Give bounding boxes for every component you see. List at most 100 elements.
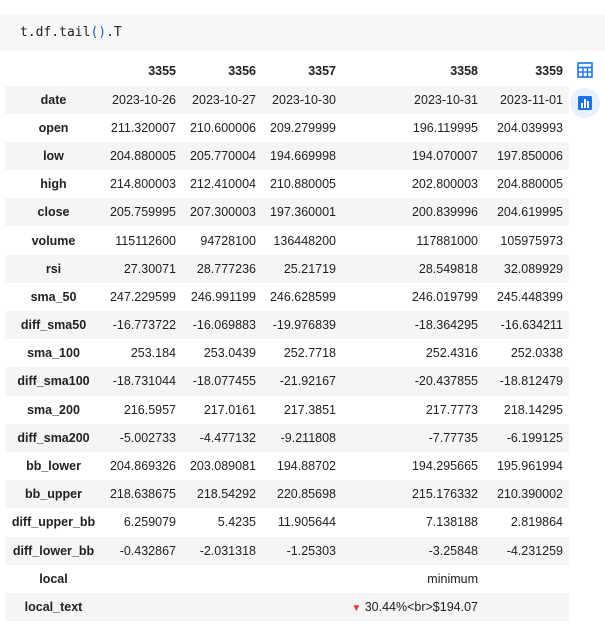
column-header: 3356 bbox=[228, 64, 256, 79]
dataframe-table: 3355 3356 3357 3358 3359 date 2023-10-26 2023-… bbox=[5, 57, 569, 622]
table-cell: 196.119995 bbox=[412, 120, 478, 135]
table-cell: -4.231259 bbox=[506, 543, 563, 558]
table-cell: -9.211808 bbox=[280, 430, 336, 445]
table-cell: -20.437855 bbox=[414, 374, 478, 389]
table-row: open 211.320007 210.600006 209.279999 196.11… bbox=[5, 114, 569, 142]
row-label: close bbox=[37, 205, 70, 220]
table-cell bbox=[102, 593, 182, 621]
row-label: diff_sma200 bbox=[17, 430, 90, 445]
table-cell: 117881000 bbox=[416, 233, 478, 248]
table-cell: 6.259079 bbox=[123, 515, 176, 530]
table-row: diff_upper_bb 6.259079 5.4235 11.905644 7.13… bbox=[5, 508, 569, 536]
table-cell: 25.21719 bbox=[283, 261, 336, 276]
table-cell: 194.88702 bbox=[276, 459, 336, 474]
table-row: diff_sma200 -5.002733 -4.477132 -9.211808 -7… bbox=[5, 423, 569, 452]
row-label: sma_100 bbox=[27, 346, 80, 361]
convert-to-interactive-table-button[interactable] bbox=[570, 55, 600, 85]
table-cell: 2023-11-01 bbox=[499, 92, 563, 107]
table-row: local minimum bbox=[5, 565, 569, 593]
table-cell: ▼ 30.44%<br>$194.07 bbox=[342, 593, 484, 621]
table-cell: -3.25848 bbox=[428, 543, 478, 558]
row-label: local_text bbox=[24, 599, 83, 614]
table-cell: -6.199125 bbox=[506, 430, 563, 445]
table-row: low 204.880005 205.770004 194.669998 194.070… bbox=[5, 141, 569, 171]
table-cell: 252.4316 bbox=[425, 346, 478, 361]
table-cell: 205.759995 bbox=[109, 205, 176, 220]
table-cell: 197.850006 bbox=[496, 148, 563, 163]
row-label: open bbox=[38, 120, 69, 135]
table-cell bbox=[102, 565, 182, 593]
table-cell: -5.002733 bbox=[119, 430, 176, 445]
table-cell: 207.300003 bbox=[189, 205, 256, 220]
table-cell: 212.410004 bbox=[189, 177, 256, 192]
table-cell: 245.448399 bbox=[496, 289, 563, 304]
table-row: date 2023-10-26 2023-10-27 2023-10-30 2023-1… bbox=[5, 85, 569, 114]
column-header: 3359 bbox=[535, 64, 563, 79]
bar-chart-icon bbox=[578, 96, 592, 110]
table-cell: -18.364295 bbox=[414, 318, 478, 333]
table-cell: 197.360001 bbox=[269, 205, 336, 220]
table-cell: 28.777236 bbox=[196, 261, 256, 276]
row-label: volume bbox=[31, 233, 76, 248]
table-row: sma_100 253.184 253.0439 252.7718 252.4316 25… bbox=[5, 339, 569, 367]
table-cell: 214.800003 bbox=[109, 177, 176, 192]
row-label: high bbox=[40, 177, 67, 192]
row-label: local bbox=[39, 571, 68, 586]
table-row: bb_upper 218.638675 218.54292 220.85698 215.… bbox=[5, 480, 569, 509]
table-cell bbox=[262, 593, 342, 621]
table-cell: 218.638675 bbox=[109, 487, 176, 502]
table-cell: 194.295665 bbox=[411, 459, 478, 474]
table-cell: 217.3851 bbox=[283, 402, 336, 417]
table-cell: 27.30071 bbox=[123, 261, 176, 276]
cell-text: 30.44%<br>$194.07 bbox=[364, 599, 478, 614]
table-header-row: 3355 3356 3357 3358 3359 bbox=[5, 57, 569, 86]
table-cell: 195.961994 bbox=[496, 459, 563, 474]
table-cell: 211.320007 bbox=[110, 120, 176, 135]
row-label: date bbox=[40, 92, 67, 107]
table-cell bbox=[484, 565, 569, 593]
table-cell: 217.7773 bbox=[425, 402, 478, 417]
column-header: 3357 bbox=[308, 64, 336, 79]
table-cell: 253.184 bbox=[130, 346, 176, 361]
row-label: low bbox=[43, 148, 64, 163]
table-cell: -18.731044 bbox=[112, 374, 176, 389]
table-row: diff_sma50 -16.773722 -16.069883 -19.976839… bbox=[5, 311, 569, 340]
row-label: sma_50 bbox=[30, 289, 77, 304]
column-header: 3358 bbox=[450, 64, 478, 79]
table-cell: 247.229599 bbox=[109, 289, 176, 304]
table-cell: 204.039993 bbox=[496, 120, 563, 135]
table-cell: 252.0338 bbox=[510, 346, 563, 361]
table-cell: 205.770004 bbox=[189, 148, 256, 163]
table-row: high 214.800003 212.410004 210.880005 202.80… bbox=[5, 170, 569, 198]
table-cell: 210.390002 bbox=[496, 487, 563, 502]
table-row: diff_lower_bb -0.432867 -2.031318 -1.25303 -… bbox=[5, 536, 569, 565]
table-cell: 32.089929 bbox=[503, 261, 563, 276]
table-cell: -16.069883 bbox=[192, 318, 256, 333]
table-cell: -19.976839 bbox=[272, 318, 336, 333]
code-cell[interactable]: t.df.tail().T bbox=[0, 15, 605, 51]
table-cell: -0.432867 bbox=[119, 543, 176, 558]
table-cell: 2023-10-27 bbox=[192, 92, 256, 107]
table-cell: 246.019799 bbox=[411, 289, 478, 304]
table-cell: 2023-10-31 bbox=[414, 92, 478, 107]
table-cell bbox=[182, 593, 262, 621]
table-cell: -1.25303 bbox=[286, 543, 336, 558]
table-cell: -2.031318 bbox=[199, 543, 256, 558]
table-icon bbox=[577, 62, 593, 78]
row-label: diff_sma50 bbox=[20, 318, 87, 333]
table-cell: -16.773722 bbox=[112, 318, 176, 333]
table-cell: 7.138188 bbox=[425, 515, 478, 530]
table-cell: 210.600006 bbox=[189, 120, 256, 135]
table-cell: 194.669998 bbox=[269, 148, 336, 163]
table-cell: minimum bbox=[427, 571, 478, 586]
table-row: bb_lower 204.869326 203.089081 194.88702 194… bbox=[5, 452, 569, 480]
table-cell: 220.85698 bbox=[276, 487, 336, 502]
table-cell: -16.634211 bbox=[500, 318, 563, 333]
row-label: diff_sma100 bbox=[17, 374, 90, 389]
table-cell: 204.880005 bbox=[109, 148, 176, 163]
suggest-charts-button[interactable] bbox=[570, 88, 600, 118]
table-cell: 204.619995 bbox=[496, 205, 563, 220]
table-cell: 11.905644 bbox=[277, 515, 336, 530]
column-header: 3355 bbox=[148, 64, 176, 79]
table-cell bbox=[484, 593, 569, 621]
